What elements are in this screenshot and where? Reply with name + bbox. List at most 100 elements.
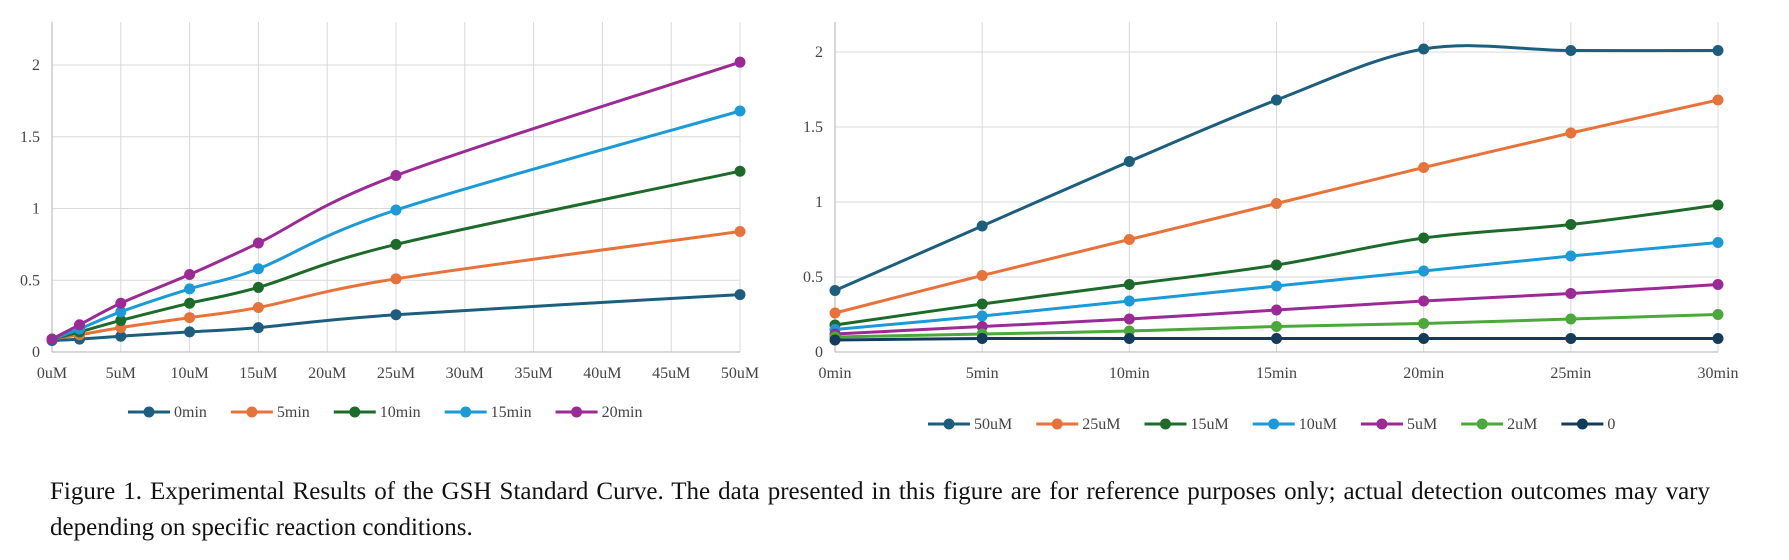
c1-legend-item-5um: 5uM (1360, 416, 1437, 433)
c1-point-0 (1418, 333, 1430, 344)
c1-legend-item-15um: 15uM (1144, 416, 1229, 433)
c0-legend-label: 5min (277, 404, 310, 421)
c0-point-20min (74, 319, 86, 331)
c1-legend-marker (1376, 418, 1388, 430)
c1-point-5um (1712, 279, 1724, 290)
c1-legend-label: 50uM (974, 416, 1012, 433)
c0-point-20min (46, 333, 58, 345)
c1-legend-label: 10uM (1299, 416, 1337, 433)
c1-legend-item-25um: 25uM (1036, 416, 1120, 433)
c0-point-20min (734, 56, 746, 68)
c0-legend-item-10min: 10min (333, 404, 421, 421)
c0-x-tick-label: 25uM (377, 365, 415, 382)
c0-point-5min (252, 302, 264, 314)
c0-legend-item-5min: 5min (230, 404, 310, 421)
c0-x-tick-label: 0uM (37, 365, 67, 382)
c1-legend-marker (943, 418, 955, 430)
c1-x-tick-label: 15min (1256, 365, 1297, 382)
c1-x-tick-label: 30min (1698, 365, 1739, 382)
c0-point-10min (252, 281, 264, 293)
c1-point-2um (1712, 309, 1724, 320)
c0-x-tick-label: 20uM (308, 365, 346, 382)
c1-x-tick-label: 5min (966, 365, 999, 382)
c0-legend-label: 0min (174, 404, 207, 421)
c1-point-25um (1123, 234, 1135, 245)
c0-point-0min (252, 322, 264, 334)
c0-series-line-10min (51, 169, 741, 341)
c1-point-5um (1418, 295, 1430, 307)
c0-point-5min (390, 273, 402, 285)
c1-point-25um (1712, 94, 1724, 106)
c1-x-tick-label: 0min (819, 365, 852, 382)
c0-legend-marker (571, 406, 583, 418)
c1-point-2um (1565, 313, 1577, 325)
c0-x-tick-label: 45uM (652, 365, 690, 382)
chart-concentration: 0uM 5uM 10uM 15uM 20uM 25uM 30uM 35uM 40uM 45uM 50… (20, 22, 759, 421)
c0-series-line-20min (51, 60, 741, 341)
c1-y-tick-label: 0.5 (803, 269, 823, 286)
c0-legend-label: 10min (380, 404, 421, 421)
c1-legend-item-2um: 2uM (1461, 416, 1537, 433)
c1-point-5um (1565, 288, 1577, 299)
c1-point-15um (1123, 279, 1135, 290)
c1-point-15um (1418, 232, 1430, 244)
figure-caption: Figure 1. Experimental Results of the GS… (50, 478, 1710, 541)
c1-point-15um (1271, 259, 1282, 271)
c1-point-10um (1418, 265, 1430, 277)
c1-point-5um (1271, 304, 1282, 316)
c1-point-10um (1271, 280, 1282, 292)
c0-legend-item-20min: 20min (555, 404, 642, 421)
c1-legend-marker (1159, 418, 1171, 430)
c0-y-tick-label: 1 (32, 201, 40, 218)
c1-legend-label: 2uM (1507, 416, 1537, 433)
c1-point-15um (1712, 199, 1724, 211)
c0-point-15min (252, 263, 264, 275)
c0-y-tick-label: 1.5 (20, 129, 40, 146)
c1-point-0 (1712, 333, 1724, 344)
c1-point-10um (976, 310, 988, 322)
c1-legend-marker (1268, 418, 1280, 430)
c0-point-20min (390, 170, 402, 182)
c0-x-tick-label: 15uM (239, 365, 277, 382)
c1-legend-item-50um: 50uM (928, 416, 1012, 433)
c1-point-10um (1565, 250, 1577, 262)
c0-legend-marker (143, 406, 155, 418)
c0-x-tick-label: 40uM (583, 365, 621, 382)
c1-y-tick-label: 0 (815, 344, 823, 361)
c0-point-0min (115, 330, 127, 342)
c0-point-5min (734, 225, 746, 237)
c0-series-line-5min (51, 230, 741, 341)
c1-point-25um (829, 307, 841, 319)
c0-point-5min (184, 312, 196, 324)
c1-point-2um (1418, 318, 1430, 329)
c0-y-tick-label: 0.5 (20, 272, 40, 289)
c0-series-line-15min (51, 109, 741, 341)
c0-point-20min (184, 269, 196, 281)
c0-x-tick-label: 35uM (514, 365, 552, 382)
c1-point-15um (976, 298, 988, 310)
c1-point-10um (1123, 295, 1135, 307)
c0-legend-item-15min: 15min (444, 404, 532, 421)
c0-point-0min (734, 289, 746, 301)
c1-legend-marker (1576, 418, 1588, 430)
c1-x-tick-label: 25min (1550, 365, 1591, 382)
c0-y-tick-label: 2 (32, 57, 40, 74)
c0-point-0min (184, 326, 196, 338)
c1-y-tick-label: 2 (815, 44, 823, 61)
c0-point-0min (390, 309, 402, 321)
c1-point-25um (1418, 162, 1430, 173)
c0-legend-marker (246, 406, 258, 418)
c0-x-tick-label: 10uM (170, 365, 208, 382)
c1-legend-marker (1051, 418, 1063, 430)
c0-point-15min (734, 105, 746, 117)
c0-x-tick-label: 30uM (446, 365, 484, 382)
c0-legend-marker (349, 406, 361, 418)
c1-legend-label: 5uM (1407, 416, 1437, 433)
c1-point-50um (1271, 94, 1282, 106)
c1-point-0 (1565, 333, 1577, 344)
c0-point-15min (390, 204, 402, 216)
c1-point-50um (976, 220, 988, 232)
c1-legend-marker (1476, 418, 1488, 430)
c1-x-tick-label: 20min (1403, 365, 1444, 382)
c1-point-0 (1123, 333, 1135, 344)
